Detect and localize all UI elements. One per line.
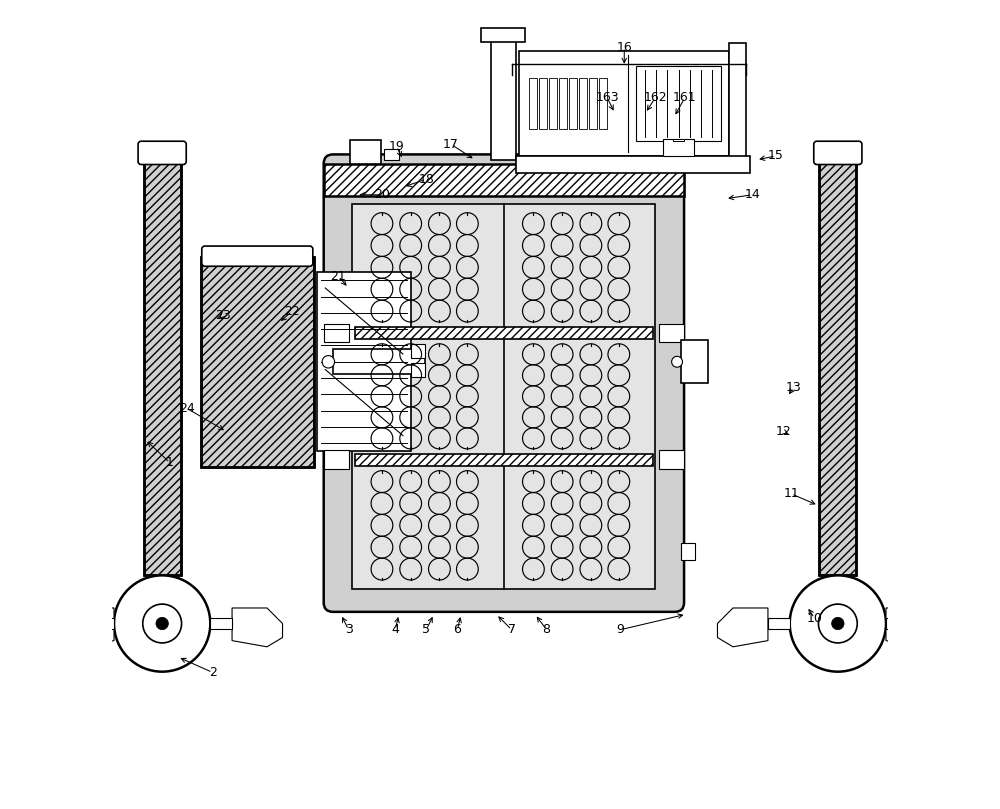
Bar [355, 454, 653, 466]
Text: 19: 19 [389, 140, 405, 153]
Bar [519, 51, 729, 156]
Bar [579, 78, 587, 129]
Bar [599, 78, 607, 129]
Text: 2: 2 [209, 666, 217, 679]
Bar [384, 149, 399, 160]
Bar [144, 152, 181, 575]
Text: 9: 9 [616, 623, 624, 636]
Text: 7: 7 [508, 623, 516, 636]
Circle shape [156, 617, 168, 629]
Bar [569, 78, 577, 129]
Bar [210, 618, 232, 629]
Circle shape [143, 604, 182, 643]
Bar [350, 141, 381, 163]
Text: 11: 11 [783, 487, 799, 500]
Text: 4: 4 [391, 623, 399, 636]
Text: 18: 18 [418, 173, 434, 186]
Text: 163: 163 [595, 91, 619, 104]
Bar [819, 152, 856, 575]
Bar [768, 618, 790, 629]
Bar [324, 324, 349, 342]
Bar [659, 324, 684, 342]
Polygon shape [232, 608, 283, 647]
Bar [729, 44, 746, 163]
Text: 13: 13 [786, 381, 801, 394]
Text: 161: 161 [673, 91, 697, 104]
Bar [636, 66, 721, 142]
Text: 6: 6 [453, 623, 461, 636]
Bar [589, 78, 597, 129]
Text: 22: 22 [284, 305, 300, 318]
Bar [201, 257, 314, 467]
Bar [355, 327, 653, 339]
Bar [673, 139, 684, 142]
Circle shape [672, 356, 683, 367]
Bar [559, 78, 567, 129]
Bar [663, 139, 694, 156]
Polygon shape [717, 608, 768, 647]
Circle shape [832, 617, 844, 629]
Text: 162: 162 [644, 91, 667, 104]
Bar [317, 273, 411, 451]
Bar [529, 78, 537, 129]
Text: 23: 23 [215, 309, 231, 322]
Bar [352, 204, 655, 589]
Text: 10: 10 [807, 612, 822, 625]
FancyBboxPatch shape [814, 142, 862, 164]
Text: 5: 5 [422, 623, 430, 636]
Bar [516, 156, 750, 173]
Text: 15: 15 [768, 150, 784, 163]
Text: 24: 24 [179, 402, 195, 415]
Bar [549, 78, 557, 129]
Polygon shape [886, 608, 947, 647]
Bar [681, 543, 695, 560]
Text: 21: 21 [331, 270, 346, 283]
Text: 16: 16 [616, 40, 632, 53]
Text: 20: 20 [374, 188, 390, 201]
Bar [324, 163, 684, 197]
Bar [681, 341, 708, 383]
Bar [886, 618, 908, 629]
Text: 8: 8 [543, 623, 551, 636]
Bar [491, 36, 516, 160]
Text: 3: 3 [345, 623, 352, 636]
FancyBboxPatch shape [138, 142, 186, 164]
Circle shape [790, 575, 886, 671]
FancyBboxPatch shape [324, 155, 684, 612]
Bar [411, 363, 425, 377]
Circle shape [818, 604, 857, 643]
Bar [333, 349, 425, 375]
Bar [659, 451, 684, 469]
Circle shape [114, 575, 210, 671]
Text: 12: 12 [776, 426, 791, 438]
Bar [411, 344, 425, 358]
Text: 17: 17 [443, 138, 459, 150]
Circle shape [322, 356, 335, 368]
Bar [819, 152, 856, 575]
FancyBboxPatch shape [202, 246, 313, 266]
Bar [201, 257, 314, 467]
Text: 1: 1 [166, 456, 174, 469]
Bar [324, 451, 349, 469]
Bar [539, 78, 547, 129]
Bar [481, 28, 525, 42]
Bar [144, 152, 181, 575]
Polygon shape [53, 608, 114, 647]
Text: 14: 14 [745, 188, 760, 201]
Bar [333, 163, 675, 603]
Bar [84, 618, 114, 629]
